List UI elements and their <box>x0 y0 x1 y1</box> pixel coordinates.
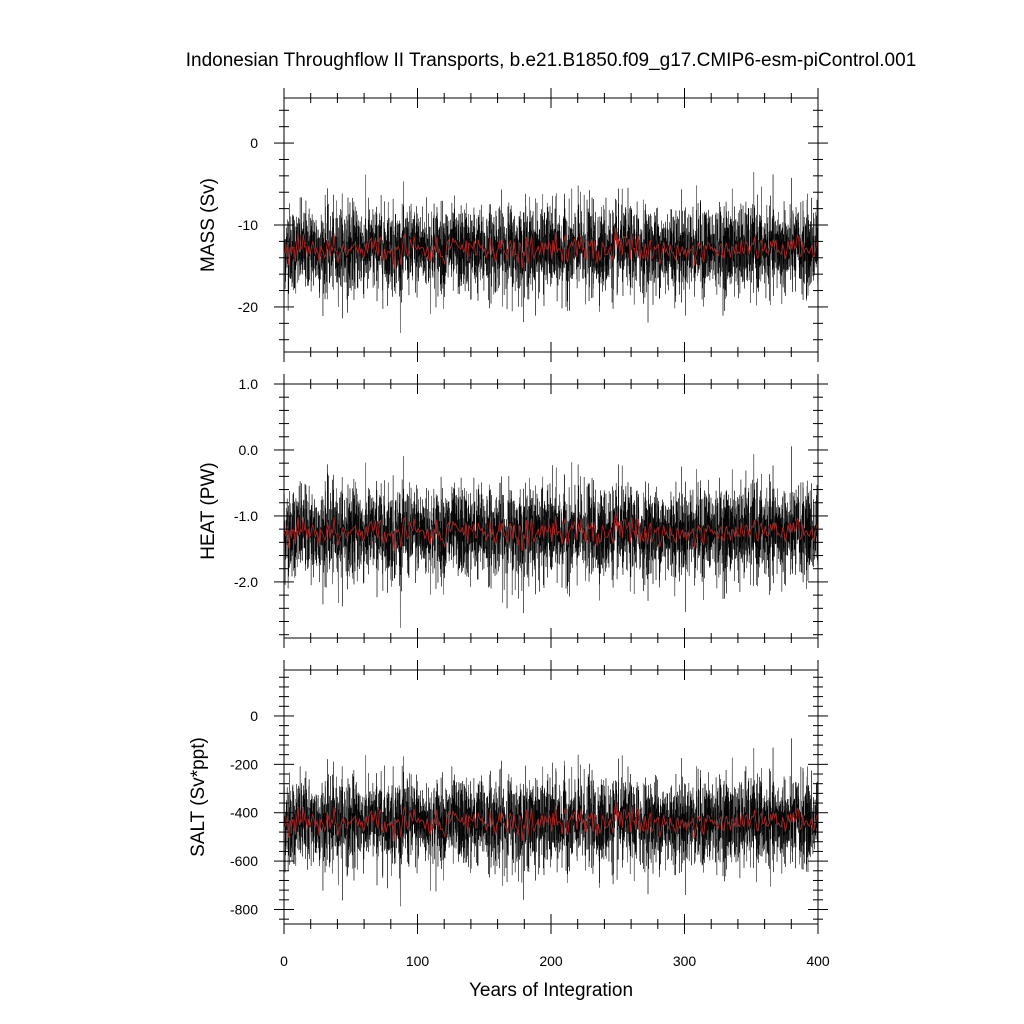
series-monthly-line <box>284 446 818 628</box>
y-tick-label: -600 <box>230 853 258 869</box>
y-axis-label-mass: MASS (Sv) <box>198 178 219 272</box>
panel-salt: 0 -200 -400 -600 -800 <box>230 660 828 934</box>
y-tick-label: 0 <box>250 708 258 724</box>
y-axis-label-heat: HEAT (PW) <box>198 462 219 559</box>
panel-heat: 1.0 0.0 -1.0 -2.0 <box>234 374 828 648</box>
plot-frame <box>283 669 819 925</box>
x-tick-label: 300 <box>673 953 697 969</box>
y-axis-label-salt: SALT (Sv*ppt) <box>188 737 209 857</box>
plot-frame <box>283 383 819 639</box>
x-tick-label: 200 <box>539 953 563 969</box>
y-tick-label: -10 <box>238 217 258 233</box>
x-axis-label: Years of Integration <box>469 980 633 1001</box>
x-tick-label: 400 <box>806 953 830 969</box>
y-tick-label: -20 <box>238 299 258 315</box>
x-tick-label: 100 <box>406 953 430 969</box>
y-tick-label: -2.0 <box>234 574 258 590</box>
chart-title: Indonesian Throughflow II Transports, b.… <box>186 50 917 71</box>
y-tick-label: -200 <box>230 756 258 772</box>
x-tick-label: 0 <box>280 953 288 969</box>
panel-mass: 0 -10 -20 <box>238 88 828 362</box>
y-tick-label: 0 <box>250 135 258 151</box>
y-tick-label: -800 <box>230 901 258 917</box>
series-annual-mean-line <box>284 227 818 269</box>
y-tick-label: 0.0 <box>239 442 259 458</box>
series-annual-mean-line <box>284 800 818 842</box>
y-tick-label: -400 <box>230 805 258 821</box>
y-tick-label: 1.0 <box>239 376 259 392</box>
series-annual-mean-line <box>284 510 818 552</box>
y-tick-label: -1.0 <box>234 508 258 524</box>
